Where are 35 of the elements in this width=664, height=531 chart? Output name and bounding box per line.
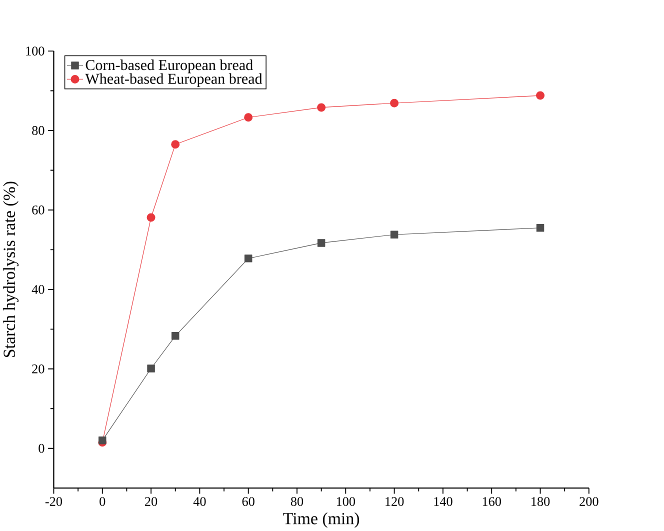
y-tick-label: 20 (32, 364, 44, 374)
x-tick-label: 120 (386, 497, 404, 506)
point (98, 436, 106, 444)
x-tick-label: 180 (532, 497, 550, 506)
legend-label: Corn-based European bread (86, 60, 253, 74)
x-tick-label: 60 (242, 497, 254, 506)
point (171, 332, 180, 340)
x-tick-label: 20 (145, 497, 158, 506)
point (244, 254, 252, 262)
x-tick-label: 0 (100, 497, 106, 506)
x-tick-label: 80 (290, 497, 304, 506)
x-tick-label: 140 (434, 497, 452, 506)
point (147, 364, 155, 372)
x-tick-label: 100 (336, 497, 356, 506)
legend-label: Wheat-based European bread (85, 73, 262, 87)
y-tick-label: 60 (32, 206, 44, 214)
point (536, 91, 545, 100)
y-tick-label: 100 (26, 46, 44, 56)
point (146, 213, 156, 222)
point (536, 224, 544, 232)
y-tick-label: 0 (38, 444, 44, 453)
point (317, 239, 326, 247)
x-tick-label: 40 (193, 497, 206, 506)
point (317, 103, 326, 112)
x-tick-label: 200 (580, 497, 598, 506)
y-tick-label: 80 (32, 126, 44, 135)
x-tick-label: -20 (45, 497, 62, 506)
y-tick-label: 40 (32, 285, 44, 294)
x-tick-label: 160 (482, 497, 501, 506)
point (171, 140, 180, 149)
y-axis-title: Starch hydrolysis rate (%) (3, 182, 19, 358)
x-axis-title: Time (min) (283, 512, 360, 528)
point (390, 98, 399, 108)
point (244, 113, 253, 122)
point (390, 230, 398, 239)
